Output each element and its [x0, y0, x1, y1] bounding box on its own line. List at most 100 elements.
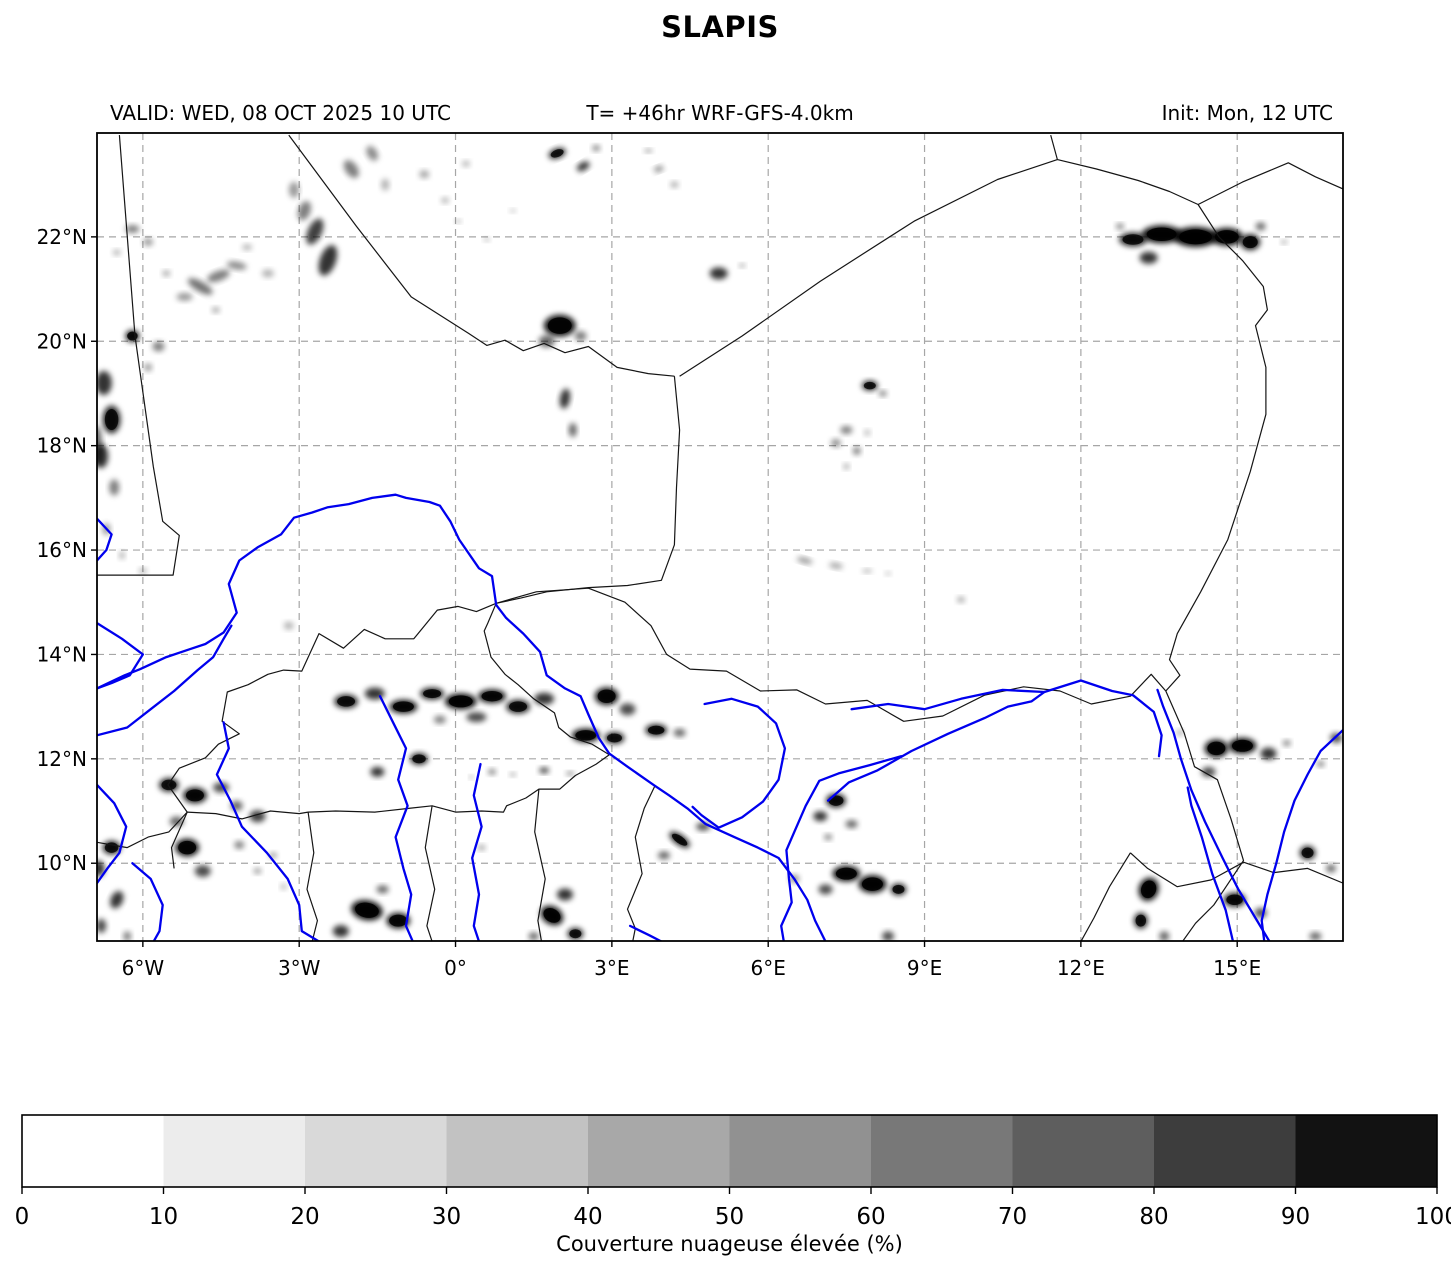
cloud-blob	[1281, 240, 1288, 245]
cloud-blob	[194, 865, 211, 878]
river	[1260, 728, 1343, 941]
cloud-blob	[332, 925, 349, 938]
cloud-blob	[469, 775, 474, 780]
cloud-blob	[488, 768, 497, 775]
cloud-blob	[1115, 223, 1124, 230]
cloud-blob	[818, 884, 833, 895]
country-border	[496, 376, 681, 604]
colorbar-tick-label: 20	[290, 1204, 319, 1230]
country-border	[1080, 852, 1131, 941]
cloud-blob	[376, 885, 389, 894]
cloud-blob	[644, 148, 653, 153]
cloud-blob	[882, 931, 895, 941]
river	[1186, 786, 1235, 941]
cloud-blob	[138, 567, 147, 574]
cloud-blob	[253, 868, 262, 875]
cloud-blob	[343, 160, 359, 178]
colorbar-tick-label: 50	[715, 1204, 744, 1230]
cloud-blob-core	[647, 725, 665, 735]
cloud-blob	[592, 145, 601, 152]
cloud-blob-core	[1226, 894, 1243, 906]
cloud-blob	[419, 170, 430, 179]
cloud-blob	[1282, 740, 1291, 747]
colorbar-tick-label: 40	[573, 1204, 602, 1230]
cloud-blob	[673, 728, 686, 737]
init-time-label: Init: Mon, 12 UTC	[1161, 101, 1333, 125]
cloud-blob	[885, 571, 892, 576]
cloud-blob-core	[161, 779, 177, 791]
rivers-layer	[97, 493, 1343, 941]
colorbar: 0 10 20 30 40 50 60 70 80 90 100	[15, 1114, 1451, 1230]
cloud-blob-core	[1214, 230, 1239, 244]
cloud-blob	[864, 429, 871, 436]
cloud-blob	[852, 446, 861, 455]
cloud-blob-core	[127, 331, 138, 341]
cloud-blob-core	[481, 690, 503, 702]
country-border	[1165, 204, 1269, 692]
colorbar-segment	[729, 1115, 872, 1187]
river	[691, 697, 787, 829]
cloud-blob	[739, 263, 746, 268]
cloud-blob	[306, 218, 324, 245]
cloud-blob	[207, 269, 230, 283]
cloud-blob	[539, 767, 550, 774]
y-tick-label: 22°N	[37, 225, 87, 249]
river	[97, 624, 233, 737]
cloud-cover-layer	[97, 145, 1343, 941]
river	[131, 862, 164, 941]
y-tick-label: 16°N	[37, 538, 87, 562]
x-tick-label: 12°E	[1057, 956, 1105, 980]
country-border	[306, 812, 318, 941]
cloud-blob-core	[575, 730, 597, 741]
cloud-blob	[796, 556, 813, 565]
cloud-blob-core	[1301, 847, 1314, 859]
cloud-blob	[318, 245, 338, 276]
river	[471, 762, 483, 941]
cloud-blob	[670, 181, 679, 188]
cloud-blob	[509, 772, 516, 777]
cloud-blob	[288, 181, 299, 198]
cloud-blob-core	[861, 877, 883, 891]
country-borders-layer	[97, 134, 1343, 941]
cloud-blob	[1316, 761, 1325, 768]
cloud-blob	[957, 596, 966, 603]
cloud-blob	[261, 269, 274, 278]
colorbar-segment	[588, 1115, 730, 1187]
river	[378, 695, 414, 941]
cloud-blob	[97, 918, 107, 933]
cloud-blob	[119, 551, 126, 560]
cloud-blob	[211, 306, 220, 313]
cloud-blob-core	[835, 867, 857, 880]
map-frame	[96, 132, 1344, 942]
cloud-blob	[110, 891, 124, 909]
cloud-blob-core	[337, 696, 356, 707]
cloud-blob	[381, 178, 390, 191]
river	[628, 924, 663, 941]
cloud-blob	[97, 425, 102, 466]
cloud-blob-core	[547, 317, 572, 334]
y-tick-label: 20°N	[37, 329, 87, 353]
cloud-blob	[125, 225, 140, 234]
cloud-blob	[242, 244, 253, 251]
cloud-blob-core	[1207, 741, 1226, 756]
colorbar-segment	[22, 1115, 164, 1187]
cloud-blob	[433, 715, 446, 724]
cloud-blob-core	[104, 409, 119, 431]
cloud-blob-core	[1122, 234, 1144, 245]
country-border	[534, 789, 546, 941]
country-border	[1050, 134, 1343, 206]
cloud-blob	[830, 439, 841, 448]
y-tick-label: 10°N	[37, 851, 87, 875]
cloud-blob-core	[671, 833, 688, 846]
cloud-blob	[528, 932, 539, 941]
cloud-blob	[709, 267, 728, 280]
colorbar-tick-label: 30	[432, 1204, 461, 1230]
country-border	[424, 805, 436, 941]
cloud-blob-core	[448, 695, 473, 708]
country-border	[187, 754, 610, 820]
cloud-blob	[1201, 766, 1216, 777]
cloud-blob-core	[392, 701, 414, 712]
cloud-blob	[283, 621, 294, 630]
cloud-blob	[187, 278, 213, 295]
